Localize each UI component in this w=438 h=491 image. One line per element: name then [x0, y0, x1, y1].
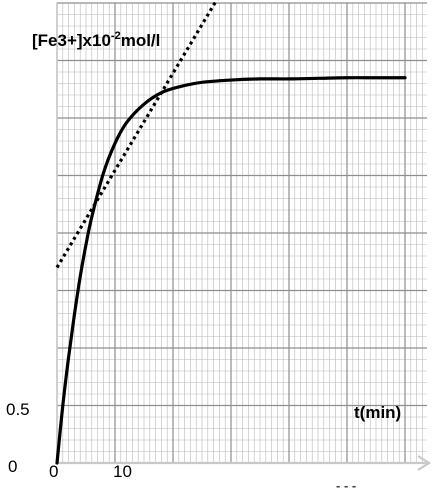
y-tick-label-0-5: 0.5: [6, 400, 30, 419]
series-layer: [55, 0, 407, 465]
x-tick-label-0: 0: [49, 462, 58, 481]
x-tick-label-10: 10: [113, 462, 132, 481]
concentration-curve: [55, 76, 407, 465]
axes: [56, 3, 432, 471]
footer-text: - - -: [336, 478, 356, 491]
y-axis-title: [Fe3+]x10-2mol/l: [32, 30, 160, 50]
x-axis-arrow: [417, 455, 432, 471]
tangent-line: [55, 0, 219, 269]
x-axis-title: t(min): [354, 403, 401, 422]
y-tick-label-0: 0: [8, 457, 17, 476]
